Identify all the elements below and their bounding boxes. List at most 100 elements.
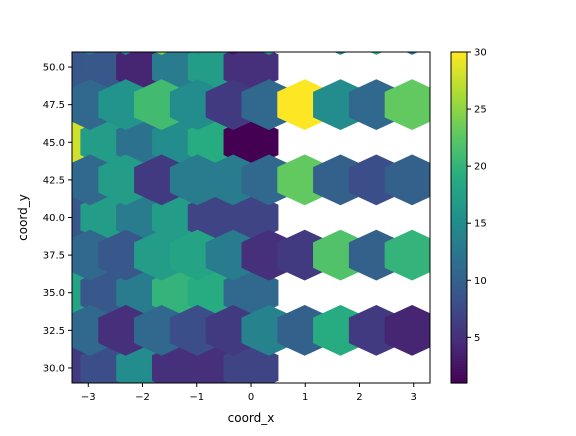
colorbar-segment bbox=[451, 338, 467, 343]
colorbar-segment bbox=[451, 143, 467, 147]
colorbar-segment bbox=[451, 305, 467, 310]
colorbar-segment bbox=[451, 134, 467, 139]
colorbar-segment bbox=[451, 120, 467, 125]
colorbar-tick-label: 25 bbox=[474, 105, 487, 116]
colorbar-segment bbox=[451, 275, 467, 279]
colorbar-segment bbox=[451, 87, 467, 92]
hex-cell bbox=[81, 0, 135, 17]
colorbar-tick-label: 10 bbox=[474, 276, 487, 287]
colorbar-segment bbox=[451, 336, 467, 340]
colorbar-segment bbox=[451, 234, 467, 238]
colorbar-segment bbox=[451, 220, 467, 224]
colorbar-segment bbox=[451, 289, 467, 293]
y-tick-label: 40.0 bbox=[43, 213, 65, 224]
colorbar-segment bbox=[451, 286, 467, 290]
colorbar-segment bbox=[451, 225, 467, 230]
hex-cell bbox=[0, 42, 28, 92]
colorbar-segment bbox=[451, 214, 467, 219]
colorbar-segment bbox=[451, 93, 467, 97]
colorbar-segment bbox=[451, 82, 467, 86]
y-tick-label: 45.0 bbox=[43, 138, 65, 149]
colorbar-segment bbox=[451, 349, 467, 354]
hex-cell bbox=[83, 52, 97, 55]
colorbar-segment bbox=[451, 162, 467, 166]
colorbar-tick-label: 5 bbox=[474, 333, 480, 344]
colorbar-segment bbox=[451, 377, 467, 381]
colorbar-segment bbox=[451, 242, 467, 246]
colorbar-segment bbox=[451, 341, 467, 345]
hex-cell bbox=[0, 117, 28, 167]
colorbar-segment bbox=[451, 173, 467, 177]
x-tick-label: 0 bbox=[248, 392, 254, 403]
colorbar-segment bbox=[451, 358, 467, 362]
colorbar-segment bbox=[451, 236, 467, 241]
colorbar-segment bbox=[451, 101, 467, 106]
hex-cell bbox=[0, 0, 28, 17]
colorbar-segment bbox=[451, 71, 467, 75]
hex-cell bbox=[45, 0, 99, 17]
colorbar-segment bbox=[451, 131, 467, 136]
colorbar-segment bbox=[451, 167, 467, 172]
colorbar-segment bbox=[451, 330, 467, 334]
colorbar-segment bbox=[451, 176, 467, 180]
colorbar-segment bbox=[451, 333, 467, 337]
colorbar-segment bbox=[451, 355, 467, 359]
colorbar-segment bbox=[451, 156, 467, 161]
hex-cell bbox=[384, 79, 430, 131]
y-tick-label: 32.5 bbox=[43, 326, 65, 337]
colorbar-segment bbox=[451, 52, 467, 56]
x-tick-label: 1 bbox=[302, 392, 308, 403]
colorbar: 5 10 15 20 25 30 bbox=[450, 48, 487, 384]
colorbar-segment bbox=[451, 374, 467, 379]
colorbar-segment bbox=[451, 145, 467, 150]
colorbar-segment bbox=[451, 231, 467, 235]
colorbar-segment bbox=[451, 250, 467, 254]
y-tick-label: 35.0 bbox=[43, 288, 65, 299]
colorbar-segment bbox=[451, 123, 467, 128]
hex-cell bbox=[9, 0, 63, 17]
colorbar-segment bbox=[451, 223, 467, 227]
colorbar-segment bbox=[451, 283, 467, 288]
colorbar-segment bbox=[451, 151, 467, 155]
colorbar-segment bbox=[451, 380, 467, 384]
colorbar-segment bbox=[451, 154, 467, 158]
colorbar-segment bbox=[451, 104, 467, 108]
colorbar-segment bbox=[451, 187, 467, 191]
colorbar-segment bbox=[451, 264, 467, 268]
colorbar-segment bbox=[451, 68, 467, 72]
colorbar-segment bbox=[451, 148, 467, 152]
colorbar-segment bbox=[451, 316, 467, 321]
hex-cell bbox=[226, 52, 240, 55]
hex-cell bbox=[116, 0, 170, 17]
colorbar-segment bbox=[451, 137, 467, 141]
colorbar-segment bbox=[451, 363, 467, 368]
colorbar-segment bbox=[451, 366, 467, 370]
colorbar-segment bbox=[451, 159, 467, 163]
colorbar-segment bbox=[451, 360, 467, 365]
colorbar-segment bbox=[451, 311, 467, 315]
colorbar-tick-label: 30 bbox=[474, 48, 487, 59]
colorbar-segment bbox=[451, 280, 467, 285]
colorbar-segment bbox=[451, 189, 467, 194]
colorbar-segment bbox=[451, 181, 467, 185]
colorbar-segment bbox=[451, 90, 467, 94]
colorbar-segment bbox=[451, 253, 467, 257]
hex-cell bbox=[191, 52, 204, 55]
colorbar-segment bbox=[451, 85, 467, 89]
y-tick-label: 30.0 bbox=[43, 363, 65, 374]
colorbar-segment bbox=[451, 209, 467, 213]
colorbar-segment bbox=[451, 291, 467, 296]
colorbar-segment bbox=[451, 303, 467, 307]
colorbar-segment bbox=[451, 347, 467, 351]
hex-cells bbox=[0, 0, 430, 383]
colorbar-segment bbox=[451, 170, 467, 174]
hex-cell bbox=[188, 0, 242, 17]
colorbar-segment bbox=[451, 200, 467, 205]
hex-cell bbox=[384, 154, 430, 206]
colorbar-segment bbox=[451, 245, 467, 249]
hex-cell bbox=[405, 52, 419, 55]
x-axis-ticks: −3 −2 −1 0 1 2 3 bbox=[81, 383, 417, 403]
hex-cell bbox=[384, 229, 430, 281]
colorbar-segment bbox=[451, 65, 467, 70]
colorbar-segment bbox=[451, 184, 467, 188]
